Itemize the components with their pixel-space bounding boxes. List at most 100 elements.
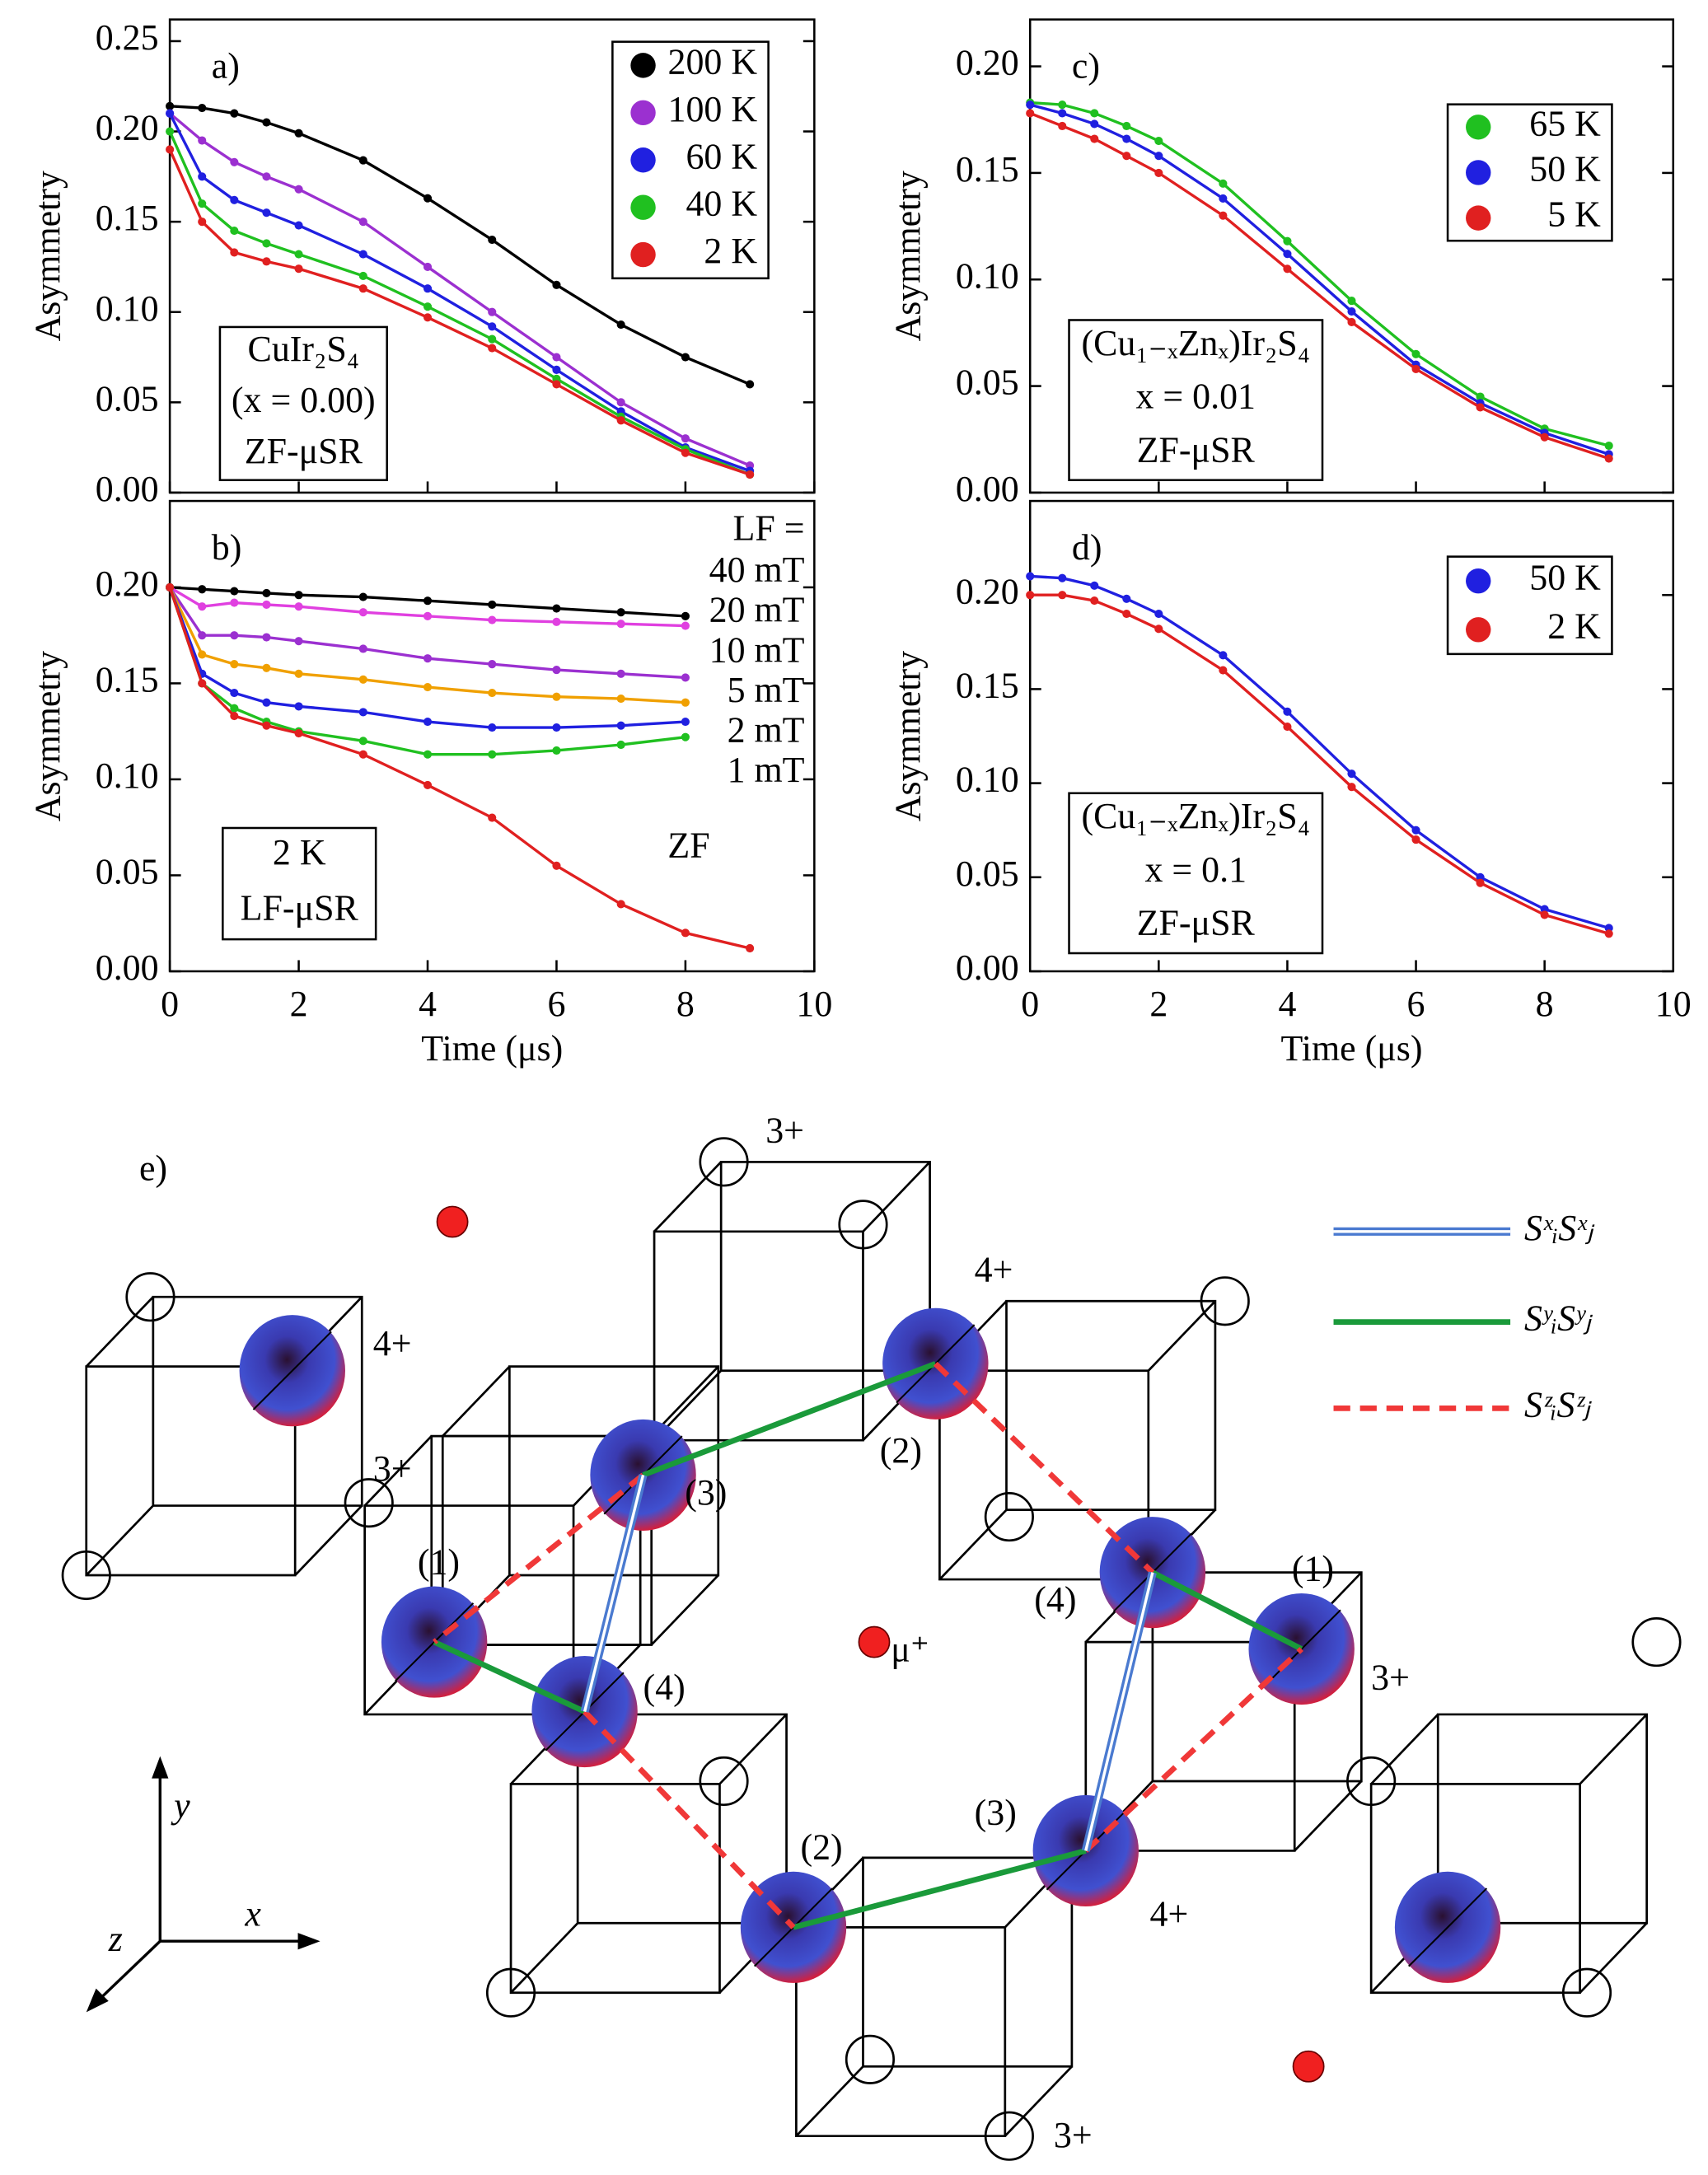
plot-frame — [1028, 499, 1675, 973]
bond-z — [1083, 1647, 1303, 1853]
data-point — [1283, 707, 1292, 716]
legend-label: 5 mT — [728, 670, 805, 710]
data-point — [230, 689, 239, 698]
annotation-box — [1068, 792, 1324, 955]
cube — [653, 1161, 931, 1442]
site-label: (3) — [975, 1792, 1017, 1832]
legend-marker — [1466, 160, 1491, 185]
data-point — [358, 271, 367, 280]
data-point — [198, 103, 207, 113]
data-point — [358, 156, 367, 165]
data-point — [488, 334, 497, 344]
data-point — [488, 723, 497, 732]
data-point — [616, 416, 625, 425]
data-point — [1122, 134, 1131, 143]
legend-label: SᶻᵢSᶻⱼ — [1524, 1384, 1592, 1424]
legend-label: 2 mT — [728, 710, 805, 751]
data-point — [198, 172, 207, 181]
data-point — [423, 194, 433, 203]
data-point — [230, 598, 239, 607]
data-point — [358, 608, 367, 617]
data-point — [358, 750, 367, 759]
data-point — [616, 695, 625, 704]
annotation-text: (Cu₁₋ₓZnₓ)Ir₂S₄ — [1082, 796, 1311, 836]
data-point — [488, 600, 497, 609]
legend-marker — [630, 241, 656, 268]
data-point — [294, 221, 303, 230]
data-point — [166, 145, 175, 154]
data-point — [1058, 591, 1067, 600]
data-point — [616, 620, 625, 629]
x-tick-label: 10 — [796, 984, 832, 1024]
x-tick-label: 2 — [1149, 984, 1168, 1024]
data-point — [552, 723, 561, 732]
data-point — [262, 239, 271, 248]
y-tick-label: 0.15 — [956, 666, 1019, 706]
muon-site — [1292, 2050, 1325, 2083]
y-axis-label: Asymmetry — [28, 171, 68, 341]
annotation-text: LF-μSR — [241, 887, 359, 928]
data-point — [262, 663, 271, 672]
site-label: 4+ — [975, 1250, 1013, 1290]
data-point — [681, 611, 690, 620]
data-point — [681, 717, 690, 727]
data-point — [1219, 651, 1228, 660]
y-tick-label: 0.25 — [96, 17, 159, 58]
site-label: (1) — [1292, 1549, 1334, 1589]
y-tick-label: 0.00 — [96, 469, 159, 509]
data-point — [1411, 826, 1420, 835]
site-label: (4) — [1034, 1579, 1076, 1620]
plot-frame — [168, 18, 816, 494]
x-tick-label: 4 — [419, 984, 437, 1024]
fit-line — [169, 112, 751, 467]
atom-site — [984, 1492, 1034, 1542]
data-point — [616, 900, 625, 909]
x-tick-label: 0 — [161, 984, 179, 1024]
muon-label: μ⁺ — [891, 1630, 929, 1670]
atom-site — [845, 2034, 896, 2084]
y-axis-label: Asymmetry — [888, 651, 929, 821]
y-tick-label: 0.10 — [956, 760, 1019, 800]
legend-label: 2 K — [704, 231, 757, 271]
fit-line — [1030, 593, 1610, 935]
data-point — [552, 617, 561, 626]
data-point — [1122, 594, 1131, 603]
y-tick-label: 0.05 — [956, 362, 1019, 403]
data-point — [681, 434, 690, 443]
data-point — [681, 621, 690, 630]
site-label: 3+ — [373, 1448, 412, 1489]
data-point — [294, 669, 303, 678]
data-point — [1347, 783, 1356, 792]
data-point — [1476, 878, 1485, 887]
annotation-text: (Cu₁₋ₓZnₓ)Ir₂S₄ — [1082, 323, 1311, 363]
annotation-text: ZF-μSR — [1137, 429, 1256, 470]
data-point — [198, 631, 207, 640]
site-label: 4+ — [1150, 1894, 1189, 1934]
data-point — [552, 666, 561, 675]
legend-label: 50 K — [1529, 557, 1601, 597]
data-point — [616, 608, 625, 617]
data-point — [681, 732, 690, 741]
data-point — [198, 650, 207, 659]
data-point — [552, 604, 561, 613]
site-label: (3) — [685, 1472, 727, 1513]
legend-marker — [630, 53, 656, 78]
fit-line — [1029, 111, 1610, 461]
data-point — [616, 320, 625, 330]
bond-x-inner — [1084, 1572, 1154, 1851]
bond-z — [933, 1361, 1155, 1575]
data-point — [230, 711, 239, 721]
data-point — [423, 611, 433, 620]
data-point — [1540, 433, 1549, 442]
annotation-box — [222, 826, 377, 941]
data-point — [1219, 179, 1228, 188]
data-point — [1154, 137, 1163, 146]
y-tick-label: 0.15 — [956, 149, 1019, 189]
atom-site — [838, 1200, 888, 1250]
data-point — [423, 683, 433, 692]
legend-label: 1 mT — [728, 750, 805, 790]
data-point — [1604, 454, 1613, 463]
y-tick-label: 0.15 — [96, 660, 159, 700]
data-point — [681, 698, 690, 707]
